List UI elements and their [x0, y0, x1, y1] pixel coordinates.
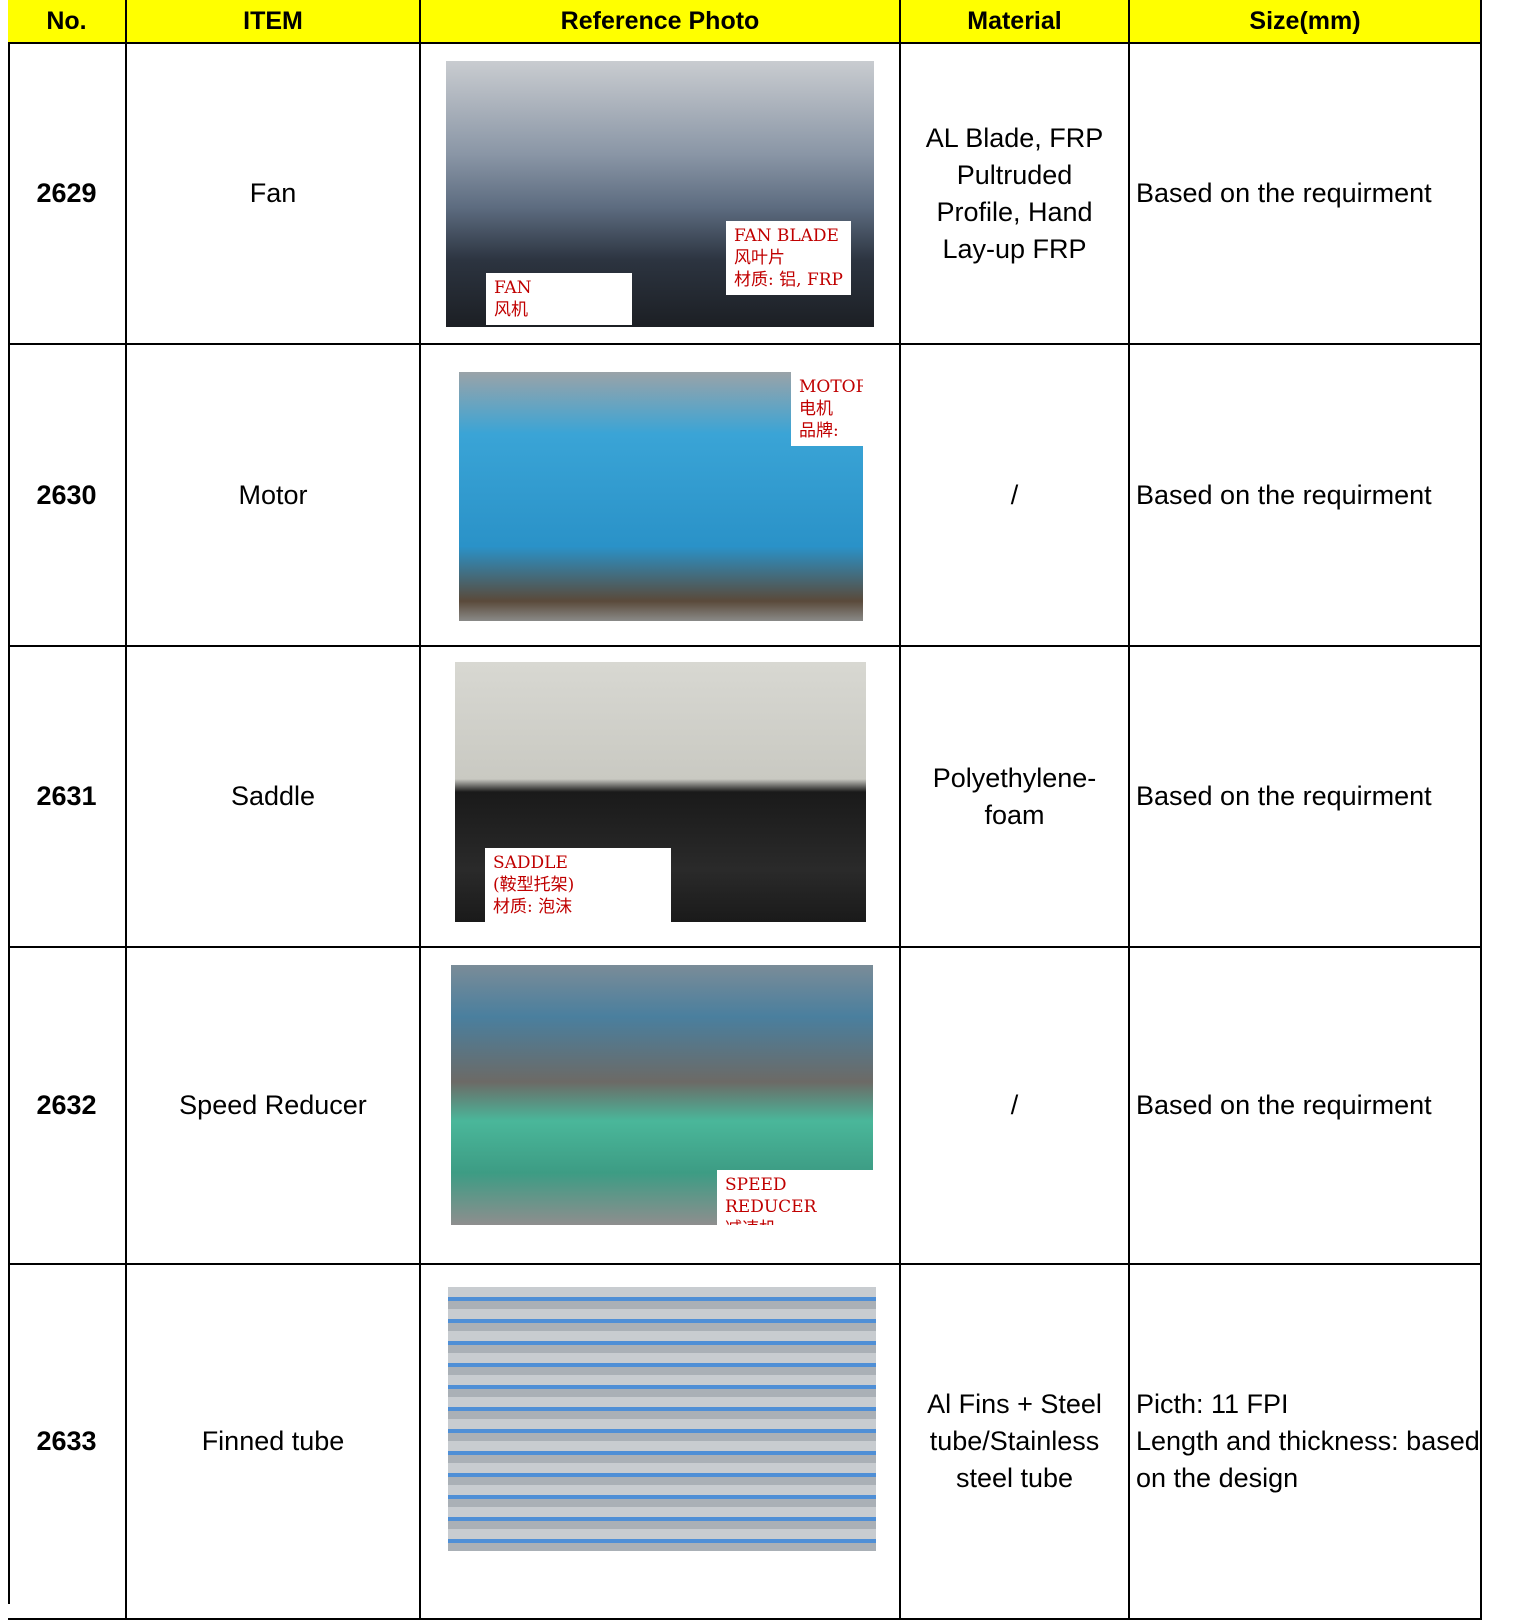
column-header: Size(mm): [1130, 0, 1482, 44]
size-line: Picth: 11 FPI: [1136, 1389, 1289, 1419]
photo-label-line: 电机: [799, 399, 833, 419]
reference-photo: [448, 1287, 876, 1551]
photo-cell: [421, 44, 901, 345]
item-name: Saddle: [127, 647, 421, 948]
size-line: Based on the requirment: [1136, 1090, 1432, 1120]
item-number: 2632: [8, 948, 127, 1265]
item-number: 2631: [8, 647, 127, 948]
size-text: Picth: 11 FPI Length and thickness: based…: [1136, 1386, 1480, 1497]
photo-label-line: SADDLE: [493, 853, 568, 873]
photo-label-line: 风机: [494, 300, 528, 320]
item-number: 2629: [8, 44, 127, 345]
photo-label-line: 风叶片: [734, 248, 785, 268]
reference-photo: MOTOR 电机 品牌:: [459, 372, 863, 621]
size-text: Based on the requirment: [1136, 175, 1432, 212]
material: Polyethylene-foam: [901, 647, 1130, 948]
size: Based on the requirment: [1130, 948, 1482, 1265]
size-text: Based on the requirment: [1136, 477, 1432, 514]
size-line: Length and thickness: based on the desig…: [1136, 1426, 1480, 1493]
size-line: Based on the requirment: [1136, 781, 1432, 811]
photo-label-line: (鞍型托架): [493, 875, 575, 895]
column-header: Reference Photo: [421, 0, 901, 44]
item-number: 2630: [8, 345, 127, 647]
material: AL Blade, FRP Pultruded Profile, Hand La…: [901, 44, 1130, 345]
size: Based on the requirment: [1130, 44, 1482, 345]
material: /: [901, 345, 1130, 647]
size-line: Based on the requirment: [1136, 479, 1432, 510]
material: Al Fins + Steel tube/Stainless steel tub…: [901, 1265, 1130, 1620]
photo-label-line: 减速机: [725, 1218, 865, 1225]
reference-photo: FAN BLADE 风叶片 材质: 铝, FRP FAN 风机: [446, 61, 874, 327]
photo-cell: [421, 948, 901, 1265]
photo-label-line: 品牌:: [799, 421, 839, 441]
reference-photo: SADDLE (鞍型托架) 材质: 泡沫: [455, 662, 866, 922]
photo-label-line: MOTOR: [799, 377, 863, 397]
column-header: Material: [901, 0, 1130, 44]
size: Based on the requirment: [1130, 345, 1482, 647]
photo-label-line: 材质: 铝, FRP: [734, 270, 843, 290]
photo-label-line: FAN: [494, 278, 532, 298]
photo-label: SPEED REDUCER减速机: [717, 1170, 873, 1225]
column-header: ITEM: [127, 0, 421, 44]
photo-cell: [421, 647, 901, 948]
photo-label-line: FAN BLADE: [734, 226, 839, 246]
photo-label-line: SPEED REDUCER: [725, 1175, 817, 1217]
photo-label: FAN 风机: [486, 273, 632, 325]
photo-label: MOTOR 电机 品牌:: [791, 372, 863, 446]
size-line: Based on the requirment: [1136, 178, 1432, 208]
item-name: Speed Reducer: [127, 948, 421, 1265]
reference-photo: SPEED REDUCER减速机: [451, 965, 873, 1225]
border: [8, 0, 10, 1604]
size-text: Based on the requirment: [1136, 778, 1432, 815]
item-name: Motor: [127, 345, 421, 647]
photo-label: FAN BLADE 风叶片 材质: 铝, FRP: [726, 221, 851, 295]
photo-label: SADDLE (鞍型托架) 材质: 泡沫: [485, 848, 671, 922]
material: /: [901, 948, 1130, 1265]
size: Picth: 11 FPI Length and thickness: based…: [1130, 1265, 1482, 1620]
size-text: Based on the requirment: [1136, 1087, 1432, 1124]
photo-label-line: 材质: 泡沫: [493, 897, 573, 917]
item-name: Finned tube: [127, 1265, 421, 1620]
item-number: 2633: [8, 1265, 127, 1620]
photo-cell: [421, 345, 901, 647]
item-name: Fan: [127, 44, 421, 345]
column-header: No.: [8, 0, 127, 44]
size: Based on the requirment: [1130, 647, 1482, 948]
